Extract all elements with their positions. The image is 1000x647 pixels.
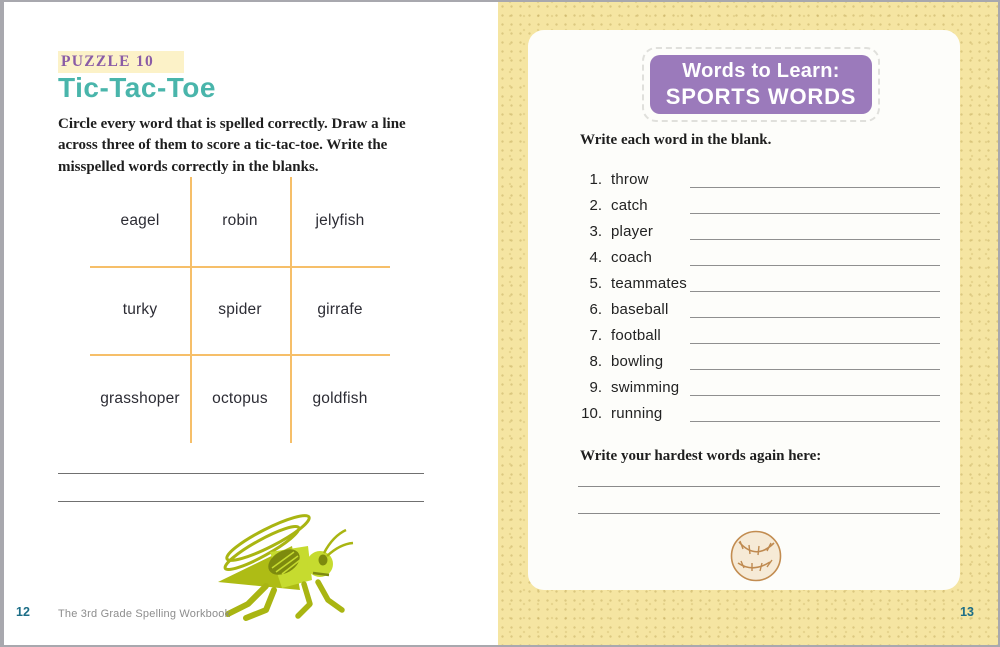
word-number: 2. bbox=[589, 197, 602, 214]
write-in-blank-line bbox=[690, 265, 940, 266]
word-label: swimming bbox=[611, 379, 680, 396]
grid-horizontal-line bbox=[90, 265, 390, 268]
grid-word: octopus bbox=[212, 389, 268, 407]
word-label: bowling bbox=[611, 353, 664, 370]
write-in-blank-line bbox=[690, 395, 940, 396]
header-line2: SPORTS WORDS bbox=[665, 83, 857, 109]
word-label: coach bbox=[611, 249, 653, 266]
word-label: teammates bbox=[611, 275, 687, 292]
word-label: catch bbox=[611, 197, 648, 214]
word-number: 10. bbox=[581, 405, 602, 422]
word-number: 6. bbox=[589, 301, 602, 318]
write-in-blank-line bbox=[690, 343, 940, 344]
word-list-item: 1. throw bbox=[576, 167, 940, 193]
word-label: baseball bbox=[611, 301, 669, 318]
grid-word: robin bbox=[222, 212, 258, 230]
grid-vertical-line bbox=[289, 177, 292, 443]
book-title-footer: The 3rd Grade Spelling Workbook bbox=[58, 608, 231, 620]
word-number: 5. bbox=[589, 275, 602, 292]
word-label: throw bbox=[611, 171, 649, 188]
word-list-item: 2. catch bbox=[576, 193, 940, 219]
puzzle-number-label: PUZZLE 10 bbox=[58, 51, 185, 73]
page-number-left: 12 bbox=[16, 605, 30, 619]
word-label: player bbox=[611, 223, 654, 240]
answer-blank-line bbox=[578, 513, 940, 514]
answer-blank-line bbox=[578, 486, 940, 487]
page-number-right: 13 bbox=[960, 605, 974, 619]
write-in-blank-line bbox=[690, 291, 940, 292]
grid-cells: eagel robin jelyfish turky spider girraf… bbox=[90, 177, 390, 443]
prompt-text: Write each word in the blank. bbox=[580, 132, 772, 148]
header-line1: Words to Learn: bbox=[682, 59, 840, 82]
word-list-item: 7. football bbox=[576, 323, 940, 349]
word-number: 8. bbox=[589, 353, 602, 370]
word-list-item: 8. bowling bbox=[576, 349, 940, 375]
right-page: Words to Learn: SPORTS WORDS Write each … bbox=[498, 2, 998, 645]
dashed-border bbox=[642, 47, 880, 122]
word-number: 1. bbox=[589, 171, 602, 188]
grid-word: goldfish bbox=[312, 389, 368, 407]
grid-vertical-line bbox=[189, 177, 192, 443]
write-in-blank-line bbox=[690, 317, 940, 318]
grid-word: jelyfish bbox=[315, 212, 365, 230]
word-list-item: 4. coach bbox=[576, 245, 940, 271]
word-list-item: 5. teammates bbox=[576, 271, 940, 297]
words-to-learn-header: Words to Learn: SPORTS WORDS bbox=[642, 47, 880, 122]
worksheet-card: Words to Learn: SPORTS WORDS Write each … bbox=[528, 30, 960, 590]
answer-blank-line bbox=[58, 501, 424, 502]
baseball-illustration bbox=[730, 530, 782, 582]
word-label: football bbox=[611, 327, 661, 344]
word-number: 7. bbox=[589, 327, 602, 344]
write-in-blank-line bbox=[690, 369, 940, 370]
word-list-item: 10. running bbox=[576, 401, 940, 427]
answer-blank-line bbox=[58, 473, 424, 474]
tic-tac-toe-grid: eagel robin jelyfish turky spider girraf… bbox=[90, 177, 390, 443]
grid-word: eagel bbox=[120, 212, 160, 230]
word-number: 3. bbox=[589, 223, 602, 240]
left-page: PUZZLE 10 Tic-Tac-Toe Circle every word … bbox=[4, 2, 498, 645]
write-in-blank-line bbox=[690, 187, 940, 188]
word-number: 9. bbox=[589, 379, 602, 396]
grid-word: grasshoper bbox=[100, 389, 180, 407]
hardest-words-prompt: Write your hardest words again here: bbox=[580, 448, 822, 464]
write-in-blank-line bbox=[690, 421, 940, 422]
page-title: Tic-Tac-Toe bbox=[58, 72, 216, 103]
grasshopper-illustration bbox=[218, 514, 354, 621]
instructions-text: Circle every word that is spelled correc… bbox=[58, 116, 406, 175]
write-in-blank-line bbox=[690, 239, 940, 240]
word-number: 4. bbox=[589, 249, 602, 266]
word-list-item: 3. player bbox=[576, 219, 940, 245]
word-list-item: 6. baseball bbox=[576, 297, 940, 323]
grid-word: turky bbox=[122, 300, 158, 318]
grid-word: girrafe bbox=[317, 300, 363, 318]
word-list: 1. throw 2. catch 3. player 4. coach 5. teamm… bbox=[576, 167, 940, 427]
grid-horizontal-line bbox=[90, 354, 390, 357]
word-label: running bbox=[611, 405, 663, 422]
grid-word: spider bbox=[218, 300, 262, 318]
write-in-blank-line bbox=[690, 213, 940, 214]
word-list-item: 9. swimming bbox=[576, 375, 940, 401]
